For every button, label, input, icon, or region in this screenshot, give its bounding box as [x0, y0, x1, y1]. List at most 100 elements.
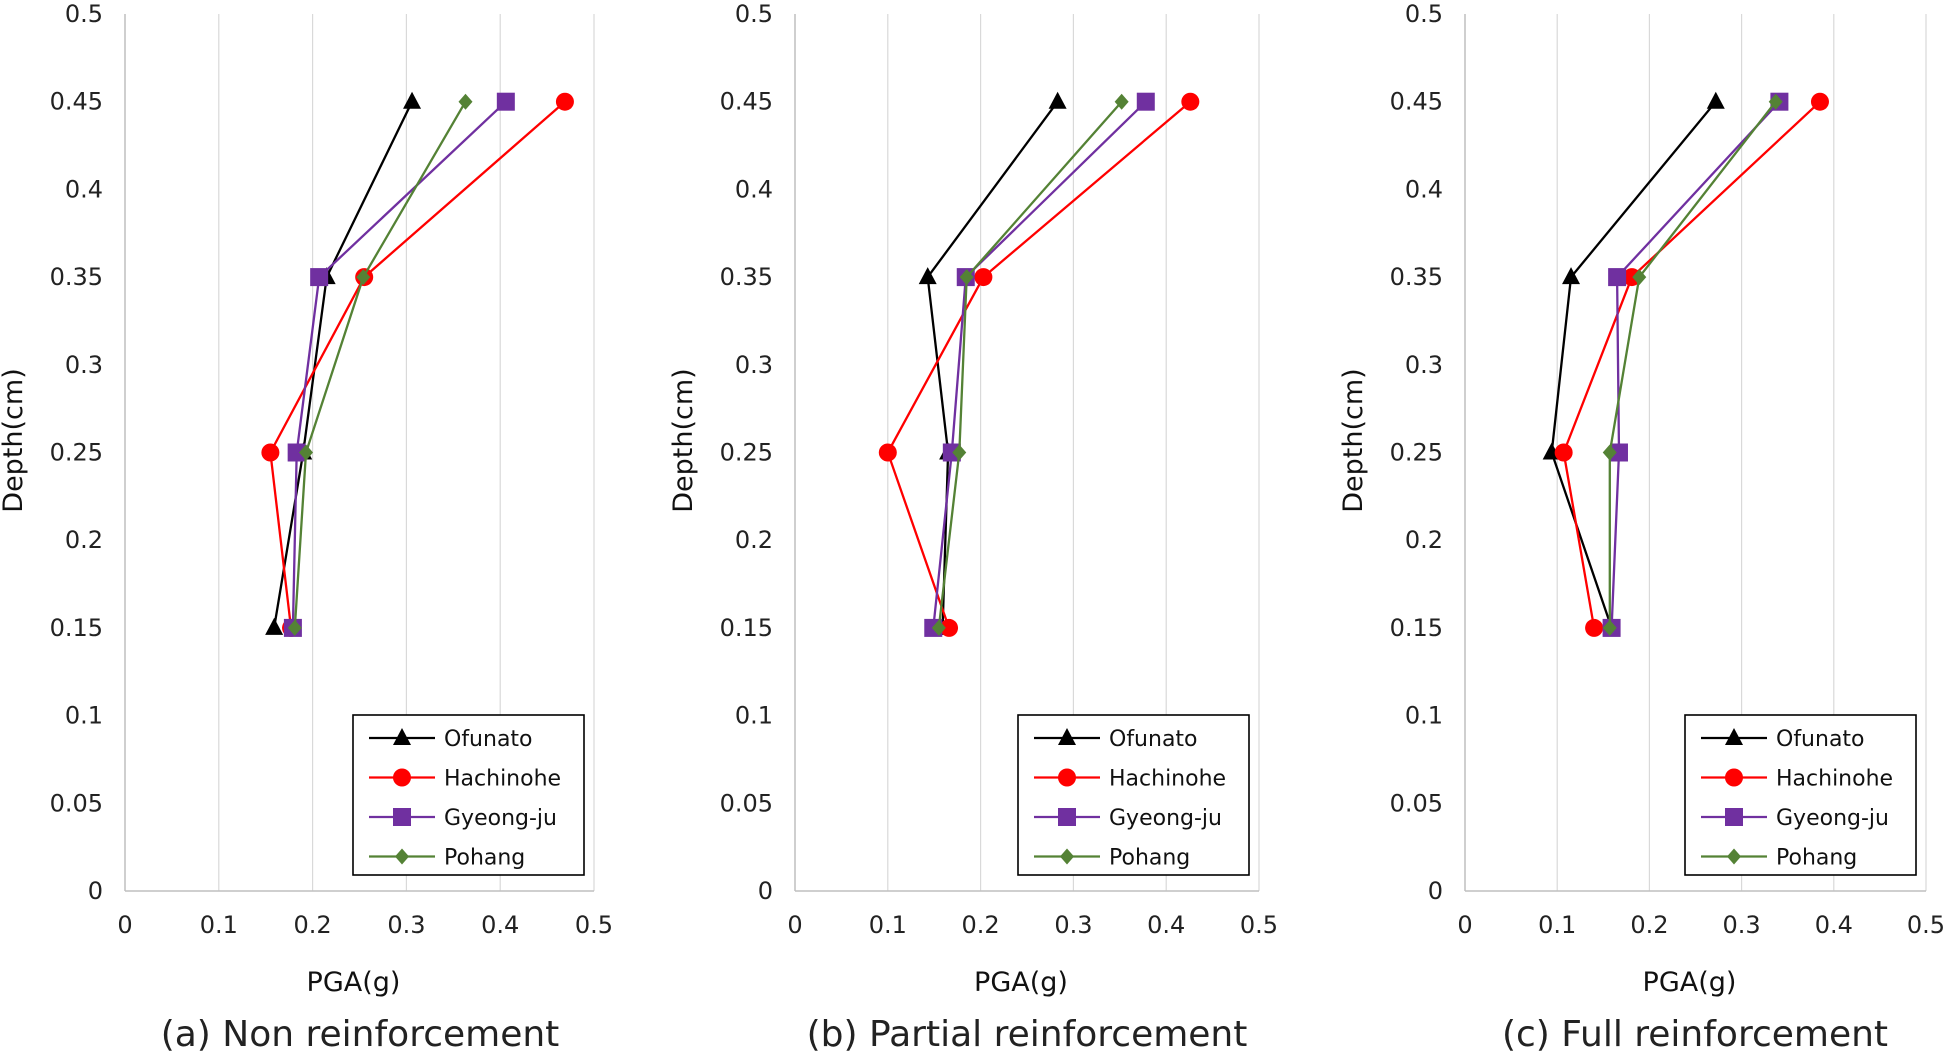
- panel-b-series-gyeong-ju-point: [1136, 92, 1155, 111]
- panel-a-series-ofunato-point: [403, 91, 422, 109]
- panel-a-series-pohang-point: [356, 269, 371, 286]
- panel-b-ytick-label: 0: [758, 877, 773, 905]
- panel-b-ytick-label: 0.4: [735, 175, 773, 203]
- panel-b-xtick-label: 0.4: [1147, 911, 1185, 939]
- panel-c-xtick-label: 0.1: [1538, 911, 1576, 939]
- panel-a-legend: Ofunato Hachinohe Gyeong-ju Pohang: [352, 714, 585, 876]
- panel-b-ytick-label: 0.1: [735, 702, 773, 730]
- panel-a-ytick-label: 0.35: [50, 263, 103, 291]
- panel-c-series-pohang-point: [1632, 269, 1647, 286]
- panel-c-series-ofunato-line: [1550, 100, 1717, 629]
- panel-a-legend-gyeong-ju-label: Gyeong-ju: [444, 806, 557, 831]
- panel-a-series-pohang-point: [458, 93, 473, 110]
- panel-c-legend-pohang-label: Pohang: [1776, 846, 1857, 871]
- panel-a-series-pohang-point: [287, 619, 302, 636]
- panel-b-xtick-label: 0.1: [869, 911, 907, 939]
- panel-c-xtick-label: 0.3: [1723, 911, 1761, 939]
- panel-c-legend-pohang-marker: [1727, 848, 1741, 865]
- panel-c-legend-gyeong-ju-marker: [1725, 808, 1743, 826]
- panel-b-legend-gyeong-ju-marker: [1058, 808, 1076, 826]
- panel-a-legend-ofunato-label: Ofunato: [444, 727, 533, 752]
- panel-c-xtick-label: 0.4: [1815, 911, 1853, 939]
- panel-c-xtick-label: 0: [1457, 911, 1472, 939]
- panel-a-ytick-label: 0.4: [65, 175, 103, 203]
- panel-b-caption: (b) Partial reinforcement: [807, 1014, 1248, 1054]
- panel-c-xtick-label: 0.5: [1907, 911, 1945, 939]
- panel-a-x-axis-title: PGA(g): [307, 967, 401, 998]
- panel-a-series-pohang-point: [299, 444, 314, 461]
- panel-a-ytick-label: 0: [88, 877, 103, 905]
- panel-b-legend: Ofunato Hachinohe Gyeong-ju Pohang: [1017, 714, 1250, 876]
- panel-c-ytick-label: 0.45: [1390, 88, 1443, 116]
- panel-b-series-pohang-point: [952, 444, 967, 461]
- panel-c-legend-box: [1684, 714, 1917, 876]
- panel-b-ytick-label: 0.45: [720, 88, 773, 116]
- panel-a-xtick-label: 0.5: [575, 911, 613, 939]
- panel-c-series-gyeong-ju-point: [1609, 443, 1628, 462]
- panel-c-legend-gyeong-ju-label: Gyeong-ju: [1776, 806, 1889, 831]
- panel-a-ytick-label: 0.1: [65, 702, 103, 730]
- panel-a-series-ofunato-line: [272, 101, 414, 629]
- panel-b-series-ofunato-line: [926, 101, 1059, 628]
- panel-c-legend-hachinohe-label: Hachinohe: [1776, 767, 1893, 792]
- panel-a-series-ofunato-point: [265, 617, 284, 635]
- panel-b-ytick-label: 0.15: [720, 614, 773, 642]
- panel-a-ytick-label: 0.15: [50, 614, 103, 642]
- panel-b-series-pohang-line: [937, 100, 1123, 629]
- panel-c-series-pohang-point: [1602, 444, 1617, 461]
- panel-b-series-hachinohe-point: [878, 443, 897, 462]
- panel-a-ytick-label: 0.25: [50, 439, 103, 467]
- panel-b-series-gyeong-ju-line: [932, 100, 1147, 629]
- panel-b-ytick-label: 0.3: [735, 351, 773, 379]
- panel-a-legend-ofunato-marker: [393, 728, 411, 745]
- panel-b-series-hachinohe-point: [1181, 92, 1200, 111]
- panel-b-series-pohang-point: [931, 619, 946, 636]
- panel-a-legend-hachinohe-label: Hachinohe: [444, 767, 561, 792]
- panel-b: 0 0.1 0.2 0.3 0.4 0.5 0 0.05 0.1 0.15 0.2 0.25 0.3 0.…: [668, 0, 1278, 1054]
- panel-b-ytick-label: 0.35: [720, 263, 773, 291]
- panel-b-series-pohang-point: [1114, 93, 1129, 110]
- panel-b-legend-pohang-marker: [1060, 848, 1074, 865]
- panel-b-xtick-label: 0: [787, 911, 802, 939]
- panel-b-ytick-label: 0.05: [720, 789, 773, 817]
- panel-c-series-hachinohe-point: [1810, 92, 1829, 111]
- panel-b-y-axis-title: Depth(cm): [668, 368, 699, 512]
- panel-c-ytick-label: 0: [1428, 877, 1443, 905]
- panel-a-xtick-label: 0: [117, 911, 132, 939]
- panel-c-x-axis-title: PGA(g): [1643, 967, 1737, 998]
- panel-c-series-pohang-line: [1608, 100, 1777, 628]
- panel-b-ytick-label: 0.25: [720, 439, 773, 467]
- panel-c-series-gyeong-ju-point: [1608, 268, 1627, 287]
- panel-b-series-ofunato-point: [918, 267, 937, 285]
- panel-b-series-hachinohe-point: [974, 268, 993, 287]
- panel-b-legend-box: [1017, 714, 1250, 876]
- panel-a-series-gyeong-ju-point: [287, 443, 306, 462]
- panel-a-series-hachinohe-point: [555, 92, 574, 111]
- panel-b-xtick-label: 0.3: [1054, 911, 1092, 939]
- panel-c-y-axis-title: Depth(cm): [1338, 368, 1369, 512]
- panel-a-series-gyeong-ju-line: [291, 100, 507, 628]
- panel-a-xtick-label: 0.3: [387, 911, 425, 939]
- panel-c-series-ofunato-point: [1562, 267, 1581, 285]
- panel-c-legend-ofunato-label: Ofunato: [1776, 727, 1865, 752]
- panel-c-ytick-label: 0.3: [1405, 351, 1443, 379]
- panel-a-series-gyeong-ju-point: [496, 92, 515, 111]
- panel-c-ytick-label: 0.1: [1405, 702, 1443, 730]
- panel-a-legend-pohang-marker: [395, 848, 409, 865]
- panel-a-ytick-label: 0.45: [50, 88, 103, 116]
- panel-a-ytick-label: 0.3: [65, 351, 103, 379]
- panel-b-series-ofunato-point: [1048, 91, 1067, 109]
- panel-a-series-gyeong-ju-point: [310, 268, 329, 287]
- panel-c: 0 0.1 0.2 0.3 0.4 0.5 0 0.05 0.1 0.15 0.2 0.25 0.3 0.…: [1338, 0, 1945, 1054]
- panel-c-series-hachinohe-point: [1554, 443, 1573, 462]
- panel-c-caption: (c) Full reinforcement: [1502, 1014, 1888, 1054]
- panel-a-legend-gyeong-ju-marker: [393, 808, 411, 826]
- panel-b-series-hachinohe-line: [886, 100, 1192, 629]
- panel-a-xtick-label: 0.1: [200, 911, 238, 939]
- panel-a-xtick-label: 0.2: [294, 911, 332, 939]
- panel-b-legend-pohang-label: Pohang: [1109, 846, 1190, 871]
- panel-c-series-hachinohe-line: [1562, 100, 1821, 629]
- panel-c-series-pohang-point: [1602, 619, 1617, 636]
- panel-b-legend-ofunato-label: Ofunato: [1109, 727, 1198, 752]
